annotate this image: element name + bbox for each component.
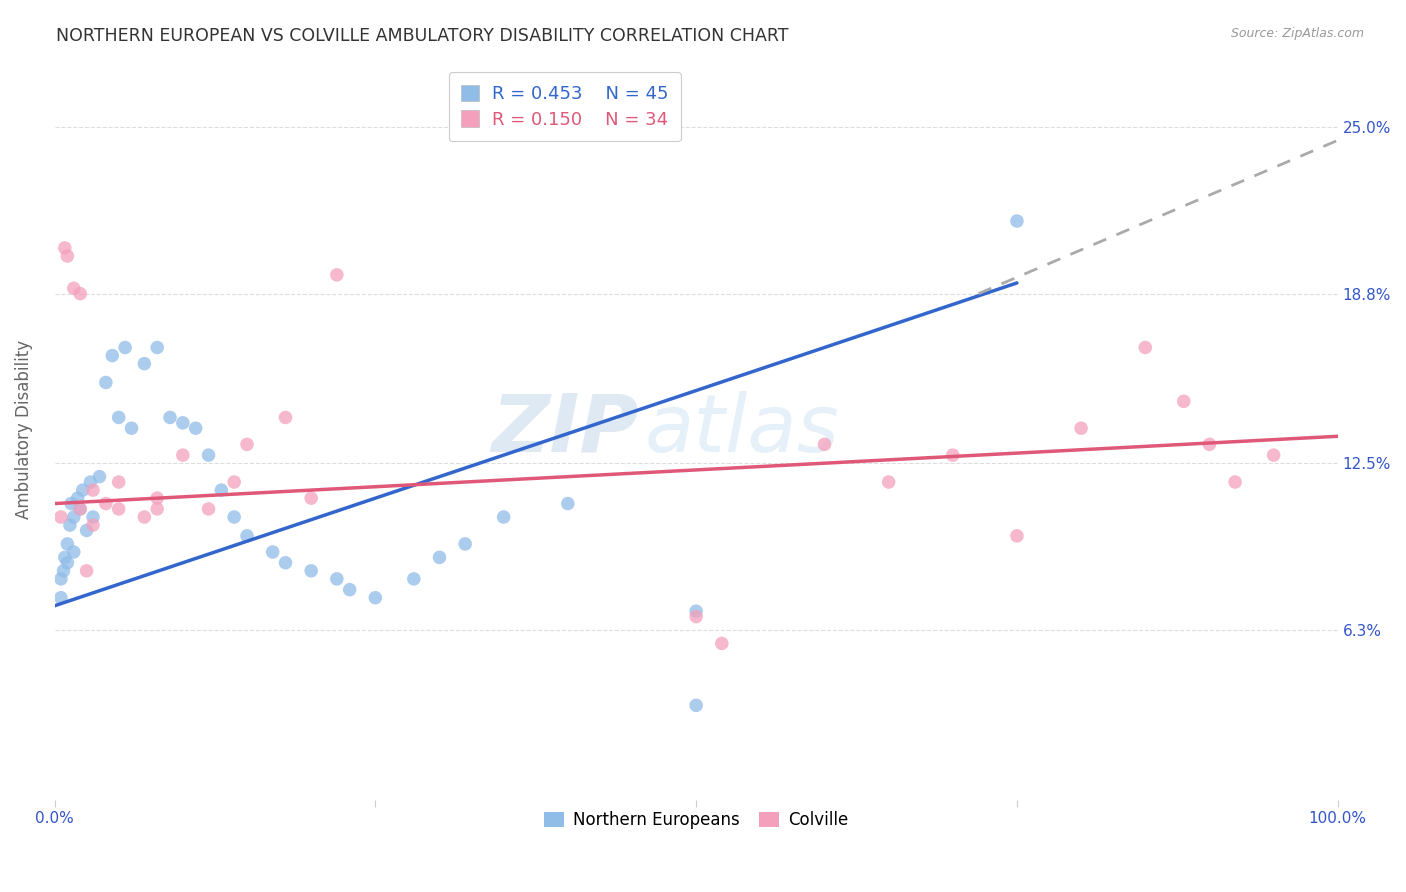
Point <box>121 421 143 435</box>
Text: Source: ZipAtlas.com: Source: ZipAtlas.com <box>1230 27 1364 40</box>
Point <box>1070 421 1092 435</box>
Point <box>710 636 733 650</box>
Point <box>56 249 79 263</box>
Point <box>197 448 219 462</box>
Point <box>1005 214 1028 228</box>
Point <box>1173 394 1195 409</box>
Point <box>49 572 72 586</box>
Point <box>274 556 297 570</box>
Point <box>402 572 425 586</box>
Point <box>1005 529 1028 543</box>
Point <box>326 572 349 586</box>
Point <box>1198 437 1220 451</box>
Point <box>813 437 835 451</box>
Point <box>364 591 387 605</box>
Point <box>557 497 579 511</box>
Point <box>224 510 246 524</box>
Point <box>146 502 169 516</box>
Point <box>62 281 84 295</box>
Point <box>224 475 246 489</box>
Point <box>274 410 297 425</box>
Point <box>52 564 75 578</box>
Text: ZIP: ZIP <box>491 391 638 468</box>
Point <box>76 524 98 538</box>
Point <box>69 502 91 516</box>
Point <box>53 550 76 565</box>
Point <box>56 556 79 570</box>
Point <box>1223 475 1246 489</box>
Point <box>429 550 451 565</box>
Point <box>107 410 129 425</box>
Text: atlas: atlas <box>645 391 839 468</box>
Point <box>89 469 111 483</box>
Point <box>107 475 129 489</box>
Point <box>53 241 76 255</box>
Point <box>82 510 104 524</box>
Point <box>236 529 259 543</box>
Point <box>454 537 477 551</box>
Point <box>685 698 707 713</box>
Point <box>94 376 117 390</box>
Point <box>107 502 129 516</box>
Y-axis label: Ambulatory Disability: Ambulatory Disability <box>15 340 32 519</box>
Point <box>62 545 84 559</box>
Point <box>299 564 322 578</box>
Point <box>56 537 79 551</box>
Point <box>172 448 194 462</box>
Point <box>146 491 169 505</box>
Point <box>94 497 117 511</box>
Point <box>101 349 124 363</box>
Point <box>69 286 91 301</box>
Legend: Northern Europeans, Colville: Northern Europeans, Colville <box>537 805 855 836</box>
Point <box>72 483 94 497</box>
Point <box>66 491 89 505</box>
Point <box>76 564 98 578</box>
Point <box>197 502 219 516</box>
Point <box>159 410 181 425</box>
Point <box>262 545 284 559</box>
Point <box>62 510 84 524</box>
Point <box>209 483 232 497</box>
Point <box>134 357 156 371</box>
Point <box>339 582 361 597</box>
Text: NORTHERN EUROPEAN VS COLVILLE AMBULATORY DISABILITY CORRELATION CHART: NORTHERN EUROPEAN VS COLVILLE AMBULATORY… <box>56 27 789 45</box>
Point <box>59 518 82 533</box>
Point <box>69 502 91 516</box>
Point <box>79 475 101 489</box>
Point <box>82 518 104 533</box>
Point <box>1135 341 1157 355</box>
Point <box>114 341 136 355</box>
Point <box>326 268 349 282</box>
Point <box>685 604 707 618</box>
Point <box>492 510 515 524</box>
Point <box>685 609 707 624</box>
Point <box>1263 448 1285 462</box>
Point <box>82 483 104 497</box>
Point <box>49 510 72 524</box>
Point <box>236 437 259 451</box>
Point <box>877 475 900 489</box>
Point <box>172 416 194 430</box>
Point <box>49 591 72 605</box>
Point <box>184 421 207 435</box>
Point <box>299 491 322 505</box>
Point <box>60 497 83 511</box>
Point <box>942 448 965 462</box>
Point <box>134 510 156 524</box>
Point <box>146 341 169 355</box>
